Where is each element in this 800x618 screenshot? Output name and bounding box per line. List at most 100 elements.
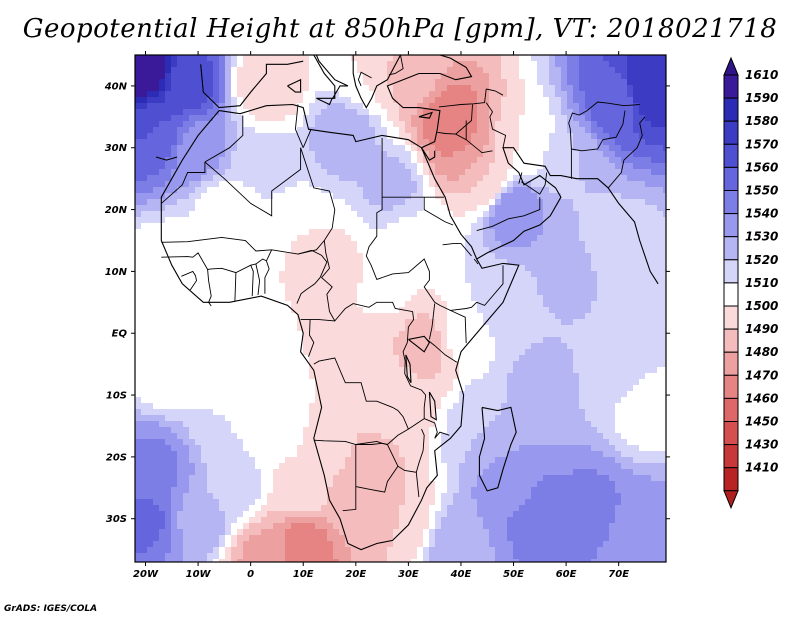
field-cell bbox=[459, 337, 466, 344]
field-cell bbox=[501, 313, 508, 320]
field-cell bbox=[645, 325, 652, 332]
field-cell bbox=[363, 385, 370, 392]
field-cell bbox=[633, 337, 640, 344]
field-cell bbox=[519, 103, 526, 110]
field-cell bbox=[315, 145, 322, 152]
field-cell bbox=[159, 349, 166, 356]
field-cell bbox=[399, 163, 406, 170]
field-cell bbox=[573, 199, 580, 206]
field-cell bbox=[405, 277, 412, 284]
field-cell bbox=[501, 175, 508, 182]
field-cell bbox=[477, 55, 484, 62]
field-cell bbox=[609, 265, 616, 272]
field-cell bbox=[519, 283, 526, 290]
field-cell bbox=[471, 85, 478, 92]
field-cell bbox=[351, 337, 358, 344]
field-cell bbox=[549, 169, 556, 176]
field-cell bbox=[471, 241, 478, 248]
field-cell bbox=[441, 55, 448, 62]
field-cell bbox=[369, 361, 376, 368]
field-cell bbox=[573, 295, 580, 302]
field-cell bbox=[657, 67, 664, 74]
field-cell bbox=[639, 115, 646, 122]
field-cell bbox=[429, 55, 436, 62]
field-cell bbox=[189, 193, 196, 200]
field-cell bbox=[351, 325, 358, 332]
field-cell bbox=[201, 235, 208, 242]
field-cell bbox=[411, 307, 418, 314]
field-cell bbox=[501, 235, 508, 242]
field-cell bbox=[237, 139, 244, 146]
field-cell bbox=[585, 103, 592, 110]
field-cell bbox=[381, 343, 388, 350]
field-cell bbox=[333, 133, 340, 140]
field-cell bbox=[285, 265, 292, 272]
field-cell bbox=[291, 133, 298, 140]
field-cell bbox=[615, 175, 622, 182]
field-cell bbox=[639, 121, 646, 128]
field-cell bbox=[489, 325, 496, 332]
field-cell bbox=[273, 145, 280, 152]
field-cell bbox=[525, 193, 532, 200]
field-cell bbox=[333, 241, 340, 248]
field-cell bbox=[177, 61, 184, 68]
field-cell bbox=[513, 271, 520, 278]
field-cell bbox=[639, 283, 646, 290]
field-cell bbox=[543, 319, 550, 326]
field-cell bbox=[213, 67, 220, 74]
field-cell bbox=[423, 349, 430, 356]
field-cell bbox=[645, 277, 652, 284]
field-cell bbox=[165, 103, 172, 110]
field-cell bbox=[513, 295, 520, 302]
field-cell bbox=[177, 247, 184, 254]
field-cell bbox=[345, 193, 352, 200]
field-cell bbox=[459, 157, 466, 164]
field-cell bbox=[285, 133, 292, 140]
field-cell bbox=[255, 193, 262, 200]
field-cell bbox=[273, 127, 280, 134]
field-cell bbox=[423, 325, 430, 332]
field-cell bbox=[207, 391, 214, 398]
field-cell bbox=[663, 61, 666, 68]
field-cell bbox=[201, 199, 208, 206]
field-cell bbox=[237, 283, 244, 290]
field-cell bbox=[519, 295, 526, 302]
field-cell bbox=[357, 73, 364, 80]
field-cell bbox=[405, 379, 412, 386]
field-cell bbox=[387, 169, 394, 176]
field-cell bbox=[609, 331, 616, 338]
field-cell bbox=[429, 193, 436, 200]
field-cell bbox=[375, 109, 382, 116]
field-cell bbox=[279, 205, 286, 212]
field-cell bbox=[621, 295, 628, 302]
field-cell bbox=[471, 331, 478, 338]
field-cell bbox=[135, 223, 142, 230]
field-cell bbox=[177, 151, 184, 158]
field-cell bbox=[309, 61, 316, 68]
field-cell bbox=[177, 229, 184, 236]
field-cell bbox=[219, 61, 226, 68]
field-cell bbox=[555, 265, 562, 272]
field-cell bbox=[321, 157, 328, 164]
field-cell bbox=[639, 271, 646, 278]
field-cell bbox=[147, 205, 154, 212]
field-cell bbox=[483, 277, 490, 284]
field-cell bbox=[201, 79, 208, 86]
field-cell bbox=[483, 337, 490, 344]
field-cell bbox=[525, 79, 532, 86]
field-cell bbox=[171, 361, 178, 368]
field-cell bbox=[411, 319, 418, 326]
field-cell bbox=[615, 217, 622, 224]
field-cell bbox=[351, 265, 358, 272]
field-cell bbox=[201, 343, 208, 350]
field-cell bbox=[417, 157, 424, 164]
field-cell bbox=[273, 319, 280, 326]
field-cell bbox=[663, 337, 666, 344]
field-cell bbox=[345, 67, 352, 74]
field-cell bbox=[555, 85, 562, 92]
field-cell bbox=[561, 277, 568, 284]
field-cell bbox=[465, 373, 472, 380]
field-cell bbox=[645, 223, 652, 230]
field-cell bbox=[663, 331, 666, 338]
field-cell bbox=[603, 67, 610, 74]
